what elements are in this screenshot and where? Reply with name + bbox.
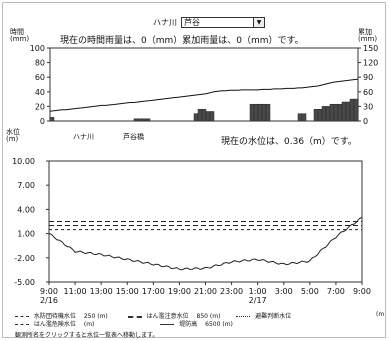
rain-right-tick-label: 30: [363, 102, 373, 111]
rain-bar: [333, 103, 339, 122]
level-x-tick-label: 11:00: [64, 287, 87, 296]
rain-bar: [253, 103, 259, 122]
cumulative-rain-line: [49, 78, 359, 112]
legend-line-dashed: [15, 316, 29, 317]
level-x-tick-label: 5:00: [301, 287, 319, 296]
rain-right-tick-label: 120: [363, 59, 378, 68]
rain-bar: [249, 103, 255, 122]
rain-left-axis-label: 時間: [10, 28, 24, 36]
level-y-tick-label: 1.00: [17, 230, 35, 239]
legend-line-dashed: [15, 324, 29, 325]
rain-plot-area: [49, 47, 359, 122]
level-x-tick-label: 3:00: [275, 287, 293, 296]
level-x-tick-label: 13:00: [90, 287, 113, 296]
footer-note: 観測所名をクリックすると水位一覧表へ移動します。: [15, 332, 159, 339]
rain-left-tick-label: 40: [35, 88, 45, 97]
legend-row-2: はん濫危険水位 (m) 堤防高 6500 (m): [15, 319, 233, 328]
rain-right-tick-label: 60: [363, 88, 373, 97]
rain-bar: [329, 103, 335, 122]
rain-right-tick-label: 150: [363, 44, 378, 53]
level-station-link[interactable]: 芦谷橋: [123, 133, 144, 141]
rain-bar: [341, 101, 347, 122]
level-x-date-label: 2/17: [249, 296, 267, 305]
legend-row-1: 水防団待機水位 250 (m) はん濫注意水位 850 (m) 避難判断水位: [15, 311, 291, 320]
legend-item-evacuation: 避難判断水位: [236, 313, 291, 320]
rain-bar: [265, 103, 271, 122]
chart-frame: ハナ川 芦谷 ▼ 時間 (mm) 累加 (mm) 現在の時間雨量は、0（mm）累…: [2, 2, 386, 339]
rain-right-tick-label: 90: [363, 73, 373, 82]
river-name-label: ハナ川: [153, 18, 177, 27]
rain-bar: [345, 101, 351, 122]
rain-left-tick-label: 80: [35, 59, 45, 68]
rain-status-text: 現在の時間雨量は、0（mm）累加雨量は、0（mm）です。: [60, 36, 304, 46]
rain-bar: [349, 98, 355, 122]
level-y-tick-label: 10.00: [12, 157, 35, 166]
rain-bar: [321, 106, 327, 122]
legend-line-dashed-bold: [127, 315, 142, 318]
rain-right-axis-label: 累加: [358, 28, 372, 36]
rain-bar: [137, 118, 143, 122]
level-x-tick-label: 23:00: [220, 287, 243, 296]
rain-chart: 100 80 60 40 20 0 150 120 90 60 30 0: [30, 44, 379, 126]
rain-bar: [209, 111, 215, 122]
legend-item-danger: はん濫危険水位 (m): [15, 321, 96, 328]
level-river-label: ハナ川: [73, 133, 94, 141]
rain-left-tick-label: 20: [35, 102, 45, 111]
level-axis-unit: (m): [6, 135, 19, 143]
rain-bar: [133, 118, 139, 122]
water-level-chart: 10.00 7.00 4.00 1.00 -2.00 -5.00 9:00 11:00 13:0…: [12, 157, 371, 305]
rain-bar: [337, 103, 343, 122]
chevron-down-icon[interactable]: ▼: [253, 18, 264, 27]
rain-bar: [197, 109, 203, 122]
rain-bar: [205, 111, 211, 122]
level-y-tick-label: -2.00: [14, 254, 35, 263]
rain-bar: [145, 118, 151, 122]
rain-bar: [297, 113, 303, 122]
level-axis-label: 水位: [6, 128, 20, 136]
rain-bar: [49, 117, 55, 122]
rain-bar: [313, 109, 319, 122]
rain-right-tick-label: 0: [363, 117, 368, 126]
rain-left-tick-label: 0: [40, 117, 45, 126]
level-y-tick-label: 7.00: [17, 181, 35, 190]
rain-bar: [353, 98, 359, 122]
water-level-line: [48, 217, 363, 271]
station-select[interactable]: 芦谷 ▼: [181, 17, 265, 28]
rain-left-tick-label: 100: [30, 44, 45, 53]
level-y-tick-label: 4.00: [17, 205, 35, 214]
level-x-date-label: 2/16: [40, 296, 58, 305]
level-y-tick-label: -5.00: [14, 278, 35, 287]
level-status-text: 現在の水位は、0.36（m）です。: [221, 137, 357, 147]
rain-bar: [301, 113, 307, 122]
level-x-tick-label: 19:00: [168, 287, 191, 296]
rain-bar: [261, 103, 267, 122]
rain-bar: [141, 118, 147, 122]
rain-bar: [317, 109, 323, 122]
rain-bar: [257, 103, 263, 122]
level-x-tick-label: 9:00: [40, 287, 58, 296]
station-select-value: 芦谷: [184, 18, 200, 27]
legend-item-levee: 堤防高 6500 (m): [160, 321, 233, 328]
rain-left-tick-label: 60: [35, 73, 45, 82]
rain-bar: [325, 106, 331, 122]
level-x-tick-label: 7:00: [327, 287, 345, 296]
rain-left-axis-unit: (mm): [10, 35, 30, 43]
level-x-tick-label: 1:00: [249, 287, 267, 296]
legend-item-standby: 水防団待機水位 250 (m): [15, 313, 110, 320]
rain-bar: [201, 109, 207, 122]
legend-trailing-unit: (m: [376, 311, 385, 318]
legend-line-dotted: [236, 316, 251, 317]
rain-bar: [193, 113, 199, 122]
legend-line-solid: [160, 324, 175, 325]
rain-right-axis-unit: (mm): [358, 35, 378, 43]
level-x-tick-label: 15:00: [116, 287, 139, 296]
level-x-tick-label: 21:00: [194, 287, 217, 296]
level-x-tick-label: 9:00: [353, 287, 371, 296]
legend-item-caution: はん濫注意水位 850 (m): [127, 313, 223, 320]
level-x-tick-label: 17:00: [142, 287, 165, 296]
